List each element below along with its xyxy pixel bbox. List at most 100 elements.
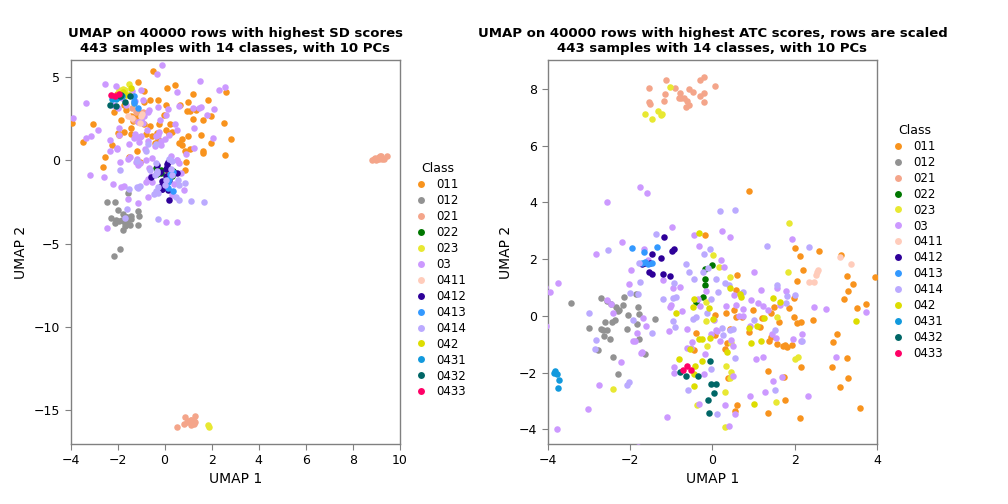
Point (118, 213, 134, 221)
X-axis label: UMAP 1: UMAP 1 (685, 472, 739, 486)
Point (839, 272, 855, 280)
Point (117, 86, 133, 94)
Point (698, 350, 714, 358)
Point (180, 132, 197, 140)
Point (643, 260, 659, 268)
Point (786, 291, 802, 299)
Point (137, 145, 153, 153)
Point (662, 272, 678, 280)
Point (206, 134, 222, 142)
Point (696, 293, 712, 301)
Point (680, 85, 697, 93)
Point (102, 136, 118, 144)
Point (620, 311, 636, 319)
Point (106, 108, 122, 116)
Point (777, 396, 793, 404)
Point (683, 339, 700, 347)
Point (138, 178, 154, 186)
Point (169, 156, 185, 164)
Point (794, 330, 810, 338)
Point (142, 173, 158, 181)
Point (158, 160, 174, 168)
Point (136, 87, 152, 95)
Point (653, 255, 669, 263)
Point (96, 163, 112, 171)
Point (133, 116, 149, 124)
Point (131, 159, 147, 167)
Point (656, 90, 672, 98)
Point (196, 198, 212, 206)
Point (677, 372, 694, 380)
Point (66, 114, 82, 122)
Point (685, 346, 702, 354)
Point (123, 123, 139, 132)
Point (169, 218, 185, 226)
Point (524, 293, 540, 301)
Point (708, 380, 724, 388)
Point (682, 344, 699, 352)
Point (123, 112, 139, 120)
Point (99, 224, 115, 232)
Point (680, 101, 697, 109)
Point (661, 327, 677, 335)
Point (634, 259, 650, 267)
Point (757, 388, 773, 396)
Point (723, 374, 739, 382)
Point (180, 417, 197, 425)
Point (644, 329, 660, 337)
Point (697, 370, 713, 379)
Point (183, 416, 200, 424)
Point (687, 329, 704, 337)
Point (118, 91, 134, 99)
Point (169, 169, 185, 177)
Point (201, 423, 217, 431)
Point (722, 326, 738, 334)
Point (717, 263, 733, 271)
Point (158, 126, 174, 134)
Point (612, 306, 628, 314)
Point (710, 327, 726, 335)
Point (134, 119, 150, 128)
Point (761, 337, 777, 345)
Point (133, 132, 149, 140)
Point (111, 93, 127, 101)
Point (634, 260, 650, 268)
Point (588, 336, 604, 344)
Point (772, 301, 788, 309)
Point (154, 185, 170, 193)
Point (717, 345, 733, 353)
Point (766, 326, 782, 334)
Point (781, 219, 797, 227)
Point (115, 226, 131, 234)
Point (140, 141, 156, 149)
Point (204, 140, 220, 148)
Point (637, 259, 653, 267)
Point (677, 103, 694, 111)
Point (196, 116, 212, 124)
Point (153, 61, 169, 70)
Point (723, 336, 739, 344)
Point (177, 150, 194, 158)
Point (90, 126, 106, 134)
Point (126, 92, 142, 100)
Point (188, 105, 205, 113)
Point (696, 73, 712, 81)
Point (184, 417, 201, 425)
Point (171, 159, 187, 167)
Point (632, 278, 648, 286)
Point (752, 323, 768, 331)
Point (789, 319, 805, 327)
Point (121, 153, 137, 161)
Point (137, 130, 153, 138)
Point (750, 298, 766, 306)
Point (637, 109, 653, 117)
Point (104, 95, 120, 103)
Point (185, 144, 202, 152)
Point (136, 119, 152, 128)
Point (825, 363, 841, 371)
Point (134, 110, 150, 118)
Point (746, 400, 762, 408)
Point (769, 281, 785, 289)
Point (133, 116, 149, 124)
Point (655, 270, 671, 278)
